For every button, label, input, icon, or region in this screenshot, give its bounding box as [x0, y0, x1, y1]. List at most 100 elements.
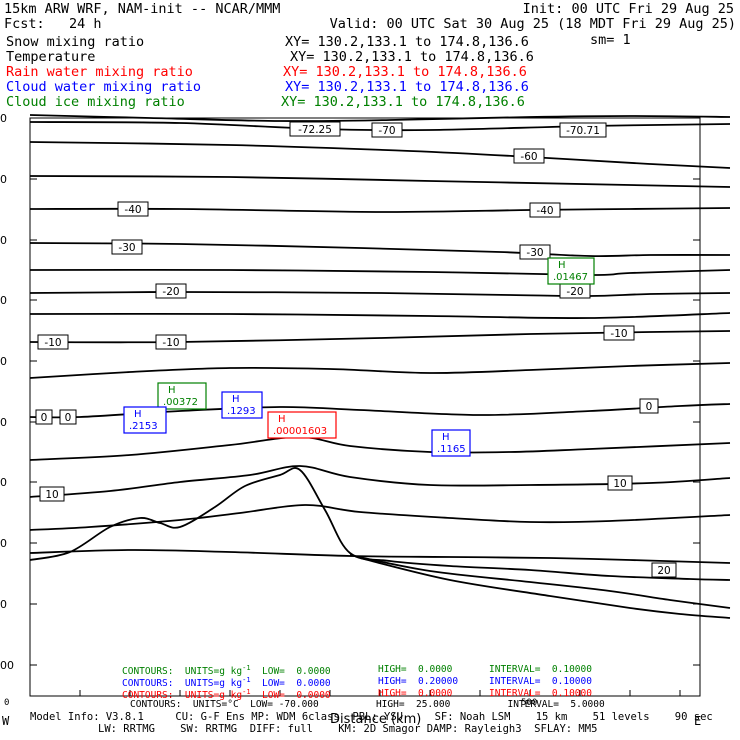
valid-time: Valid: 00 UTC Sat 30 Aug 25 (18 MDT Fri …	[329, 16, 736, 32]
contour-label: -70.71	[559, 122, 607, 138]
contour-line--60	[29, 141, 731, 169]
contour-legend-units-exponent: -1	[242, 676, 251, 684]
contour-label-text: -72.25	[298, 124, 332, 136]
contour-legend-interval: INTERVAL= 0.10000	[489, 676, 592, 687]
y-axis-tick-labels: 100 200 300 400 500 600 700 800 900 1000	[0, 112, 14, 672]
field-xy-cloud-water: XY= 130.2,133.1 to 174.8,136.6	[285, 79, 529, 95]
contour-legend-row: CONTOURS: UNITS=g kg-1 LOW= 0.0000 HIGH= …	[122, 688, 592, 702]
maximum-marker: H.00001603	[267, 411, 337, 439]
field-name-rain: Rain water mixing ratio	[6, 64, 193, 80]
contour-legend-units-exponent: -1	[242, 664, 251, 672]
corner-label-east: E	[694, 714, 702, 728]
maximum-value: .1165	[437, 444, 466, 455]
maximum-letter: H	[278, 414, 286, 425]
contour-label: 0	[35, 409, 53, 425]
contour-line-22	[349, 554, 731, 609]
contour-line-20	[29, 467, 731, 581]
contour-label-text: -40	[124, 204, 141, 216]
contour-legend-label: CONTOURS:	[122, 690, 185, 702]
contour-label: -20	[155, 283, 187, 299]
maximum-letter: H	[232, 394, 240, 405]
contour-line--30	[29, 242, 731, 258]
x-axis-ticks	[29, 690, 681, 696]
contour-label: -10	[37, 334, 69, 350]
maximum-marker: H.2153	[123, 406, 167, 434]
contour-label-text: 10	[45, 489, 58, 501]
contour-legend-row: CONTOURS: UNITS=g kg-1 LOW= 0.0000 HIGH= …	[122, 664, 592, 678]
temperature-contour-legend: CONTOURS: UNITS=°C LOW= -70.000 HIGH= 25…	[130, 699, 605, 710]
temperature-contours	[29, 114, 731, 619]
contour-legend-label: CONTOURS:	[122, 666, 185, 678]
contour-label-text: 0	[646, 401, 653, 413]
field-xy-rain: XY= 130.2,133.1 to 174.8,136.6	[283, 64, 527, 80]
contour-line--5	[29, 362, 731, 379]
field-name-snow: Snow mixing ratio	[6, 34, 145, 50]
maximum-value: .00372	[163, 397, 198, 408]
contour-label-text: -20	[566, 286, 583, 298]
contour-line--40	[29, 207, 731, 213]
y-tick-label: 600	[0, 416, 7, 429]
contour-label: -40	[529, 202, 561, 218]
contour-label: 0	[59, 409, 77, 425]
y-tick-label: 500	[0, 355, 7, 368]
field-xy-snow: XY= 130.2,133.1 to 174.8,136.6	[285, 34, 529, 50]
contour-label: -60	[513, 148, 545, 164]
field-xy-cloud-ice: XY= 130.2,133.1 to 174.8,136.6	[281, 94, 525, 110]
y-tick-label: 300	[0, 234, 7, 247]
contour-legend-interval: INTERVAL= 0.10000	[489, 664, 592, 675]
contour-legend-row: CONTOURS: UNITS=g kg-1 LOW= 0.0000 HIGH= …	[122, 676, 592, 690]
maximum-marker: H.00372	[157, 382, 207, 410]
maximum-value: .00001603	[273, 426, 327, 437]
contour-label: -20	[559, 283, 591, 299]
x-tick-label-500: 500	[521, 698, 538, 708]
contour-legend-high: HIGH= 0.0000	[378, 688, 453, 699]
y-tick-label: 100	[0, 112, 7, 125]
contour-label: 10	[39, 486, 65, 502]
maximum-marker: H.01467	[547, 257, 595, 285]
field-name-temperature: Temperature	[6, 49, 96, 65]
contour-label: -10	[155, 334, 187, 350]
contour-label: 20	[651, 562, 677, 578]
corner-label-west: W	[2, 714, 10, 728]
contour-line-18	[29, 549, 731, 564]
contour-label-text: -10	[162, 337, 179, 349]
contour-label-text: -10	[44, 337, 61, 349]
contour-label-text: 0	[65, 412, 72, 424]
contour-label: -30	[111, 239, 143, 255]
y-tick-label: 200	[0, 173, 7, 186]
contour-legend-low: LOW= 0.0000	[250, 690, 331, 702]
y-tick-label: 1000	[0, 659, 14, 672]
maximum-marker: H.1165	[431, 429, 471, 457]
contour-label-text: 20	[657, 565, 670, 577]
forecast-hour: Fcst: 24 h	[4, 16, 102, 32]
contour-label-text: -30	[526, 247, 543, 259]
contour-line--15	[29, 312, 731, 319]
smoothing-value: sm= 1	[590, 32, 631, 48]
y-tick-label: 900	[0, 598, 7, 611]
contour-line--20	[29, 291, 731, 297]
contour-line-10	[29, 465, 731, 498]
x-tick-label-0: 0	[4, 698, 10, 708]
maximum-value: .01467	[553, 272, 588, 283]
model-title: 15km ARW WRF, NAM-init -- NCAR/MMM	[4, 1, 281, 17]
contour-legend-low: LOW= 0.0000	[250, 678, 331, 690]
contour-label-text: -70	[378, 125, 395, 137]
contour-label-text: -30	[118, 242, 135, 254]
contour-label: -72.25	[289, 121, 341, 137]
contour-label-text: -70.71	[566, 125, 600, 137]
field-name-cloud-ice: Cloud ice mixing ratio	[6, 94, 185, 110]
pressure-gridlines	[30, 117, 700, 666]
field-name-cloud-water: Cloud water mixing ratio	[6, 79, 202, 95]
x-axis-label: Distance (km)	[330, 712, 422, 727]
contour-line-5	[29, 436, 731, 461]
maximum-value: .1293	[227, 406, 256, 417]
contour-label: -70	[371, 122, 403, 138]
contour-legend-units: UNITS=g kg	[184, 666, 243, 678]
contour-legend-label: CONTOURS:	[122, 678, 185, 690]
contour-label-text: -60	[520, 151, 537, 163]
contour-legend-units: UNITS=g kg	[184, 690, 243, 702]
init-time: Init: 00 UTC Fri 29 Aug 25	[522, 1, 734, 17]
y-tick-label: 800	[0, 537, 7, 550]
maximum-letter: H	[442, 432, 450, 443]
